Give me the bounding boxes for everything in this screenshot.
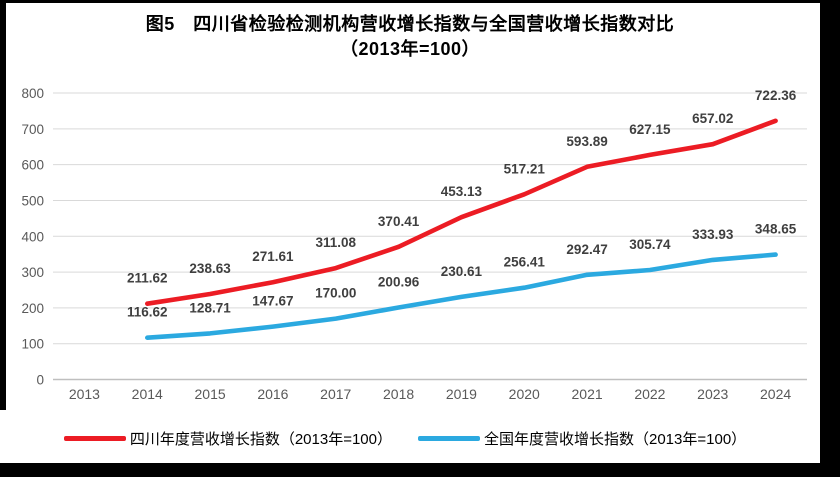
national-data-label: 116.62 [127, 305, 168, 320]
sichuan-data-label: 311.08 [315, 235, 356, 250]
sichuan-data-label: 517.21 [504, 161, 546, 176]
y-axis-label: 200 [21, 301, 44, 316]
x-axis-label: 2024 [760, 386, 791, 402]
x-axis-label: 2019 [446, 386, 477, 402]
scan-border-left [0, 0, 6, 410]
national-data-label: 333.93 [692, 227, 734, 242]
national-data-label: 230.61 [441, 264, 483, 279]
chart-title-line1: 图5 四川省检验检测机构营收增长指数与全国营收增长指数对比 [145, 14, 675, 34]
national-series-line [145, 252, 778, 341]
y-axis-label: 400 [21, 229, 44, 244]
sichuan-data-label: 370.41 [378, 214, 420, 229]
y-axis-label: 700 [21, 122, 44, 137]
chart-title-line2: （2013年=100） [339, 39, 481, 59]
national-data-label: 200.96 [378, 275, 420, 290]
chart-title: 图5 四川省检验检测机构营收增长指数与全国营收增长指数对比 （2013年=100… [10, 12, 810, 62]
x-axis-label: 2023 [697, 386, 728, 402]
national-data-label: 348.65 [755, 222, 797, 237]
scan-border-right [820, 0, 840, 477]
x-axis-label: 2020 [509, 386, 540, 402]
sichuan-data-label: 238.63 [189, 261, 231, 276]
y-axis-label: 600 [21, 158, 44, 173]
x-axis-label: 2022 [634, 386, 665, 402]
legend-item-national: 全国年度营收增长指数（2013年=100） [418, 428, 746, 449]
x-axis-label: 2017 [320, 386, 351, 402]
national-data-label: 170.00 [315, 286, 356, 301]
national-legend-label: 全国年度营收增长指数（2013年=100） [484, 430, 747, 448]
scan-border-top [0, 0, 820, 3]
sichuan-data-label: 627.15 [629, 122, 671, 137]
sichuan-data-label: 211.62 [127, 271, 168, 286]
national-data-label: 256.41 [504, 255, 546, 270]
chart-legend: 四川年度营收增长指数（2013年=100） 全国年度营收增长指数（2013年=1… [0, 426, 810, 450]
legend-item-sichuan: 四川年度营收增长指数（2013年=100） [63, 428, 392, 449]
national-data-label: 147.67 [252, 294, 293, 309]
sichuan-data-label: 657.02 [692, 111, 733, 126]
x-axis-label: 2021 [572, 386, 603, 402]
x-axis-label: 2013 [69, 386, 100, 402]
sichuan-data-label: 271.61 [252, 249, 294, 264]
y-axis-label: 500 [21, 193, 44, 208]
y-axis-label: 300 [21, 265, 44, 280]
y-axis-label: 0 [36, 373, 44, 388]
national-data-label: 128.71 [189, 300, 231, 315]
scan-border-bottom [0, 463, 840, 477]
sichuan-data-label: 453.13 [441, 184, 483, 199]
y-axis-label: 100 [21, 337, 44, 352]
national-data-label: 292.47 [566, 242, 607, 257]
x-axis-label: 2014 [132, 386, 163, 402]
national-legend-swatch [418, 435, 480, 441]
national-data-label: 305.74 [629, 237, 671, 252]
sichuan-data-label: 593.89 [566, 134, 607, 149]
sichuan-legend-label: 四川年度营收增长指数（2013年=100） [129, 430, 392, 448]
y-axis-label: 800 [21, 86, 44, 101]
x-axis-label: 2018 [383, 386, 414, 402]
x-axis-label: 2015 [195, 386, 226, 402]
sichuan-legend-swatch [63, 435, 126, 441]
sichuan-series-line [145, 118, 778, 307]
sichuan-data-label: 722.36 [755, 88, 797, 103]
x-axis-label: 2016 [257, 386, 288, 402]
